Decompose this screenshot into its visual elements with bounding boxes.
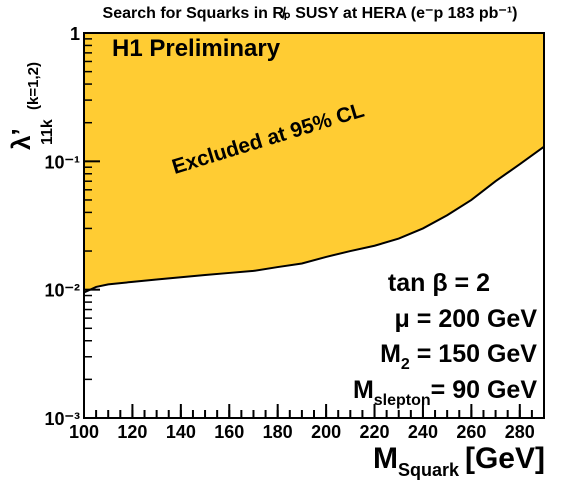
y-tick-label: 10⁻² (44, 281, 80, 301)
y-tick-label: 10⁻³ (44, 409, 80, 429)
x-tick-label: 280 (505, 422, 535, 442)
parameter-label: μ = 200 GeV (395, 305, 538, 333)
y-label-sub: 11k (39, 119, 56, 145)
limit-curve (83, 145, 545, 294)
x-tick-label: 200 (311, 422, 341, 442)
parameter-sub: 2 (401, 356, 410, 373)
y-tick-label: 1 (70, 24, 80, 44)
x-tick-label: 180 (263, 422, 293, 442)
y-label-main: λ’ (6, 128, 36, 150)
parameter-rest: = 90 GeV (431, 376, 538, 404)
parameter-label: Mslepton= 90 GeV (353, 376, 537, 409)
x-tick-label: 220 (360, 422, 390, 442)
x-tick-label: 120 (117, 422, 147, 442)
parameter-main: M (353, 376, 374, 404)
parameter-label: tan β = 2 (388, 269, 490, 297)
parameter-main: tan β = 2 (388, 269, 490, 297)
y-label-note: (k=1,2) (25, 62, 42, 110)
x-tick-label: 100 (69, 422, 99, 442)
x-label-unit: [GeV] (465, 442, 545, 475)
parameter-rest: = 150 GeV (410, 340, 537, 368)
y-axis-label: λ’ 11k (k=1,2) (6, 62, 56, 150)
x-label-main: M (373, 442, 398, 475)
x-tick-label: 240 (408, 422, 438, 442)
parameter-main: M (380, 340, 401, 368)
parameter-sub: slepton (374, 392, 431, 409)
x-label-sub: Squark (398, 460, 460, 480)
x-tick-label: 140 (166, 422, 196, 442)
chart-title: Search for Squarks in R̸ₚ SUSY at HERA (… (103, 5, 518, 22)
y-tick-label: 10⁻¹ (44, 152, 80, 172)
x-tick-label: 160 (214, 422, 244, 442)
parameter-main: μ = 200 GeV (395, 305, 538, 333)
experiment-label: H1 Preliminary (112, 35, 281, 62)
parameter-label: M2 = 150 GeV (380, 340, 537, 373)
x-axis-label: MSquark [GeV] (373, 442, 545, 480)
exclusion-area (84, 33, 544, 293)
x-tick-label: 260 (456, 422, 486, 442)
